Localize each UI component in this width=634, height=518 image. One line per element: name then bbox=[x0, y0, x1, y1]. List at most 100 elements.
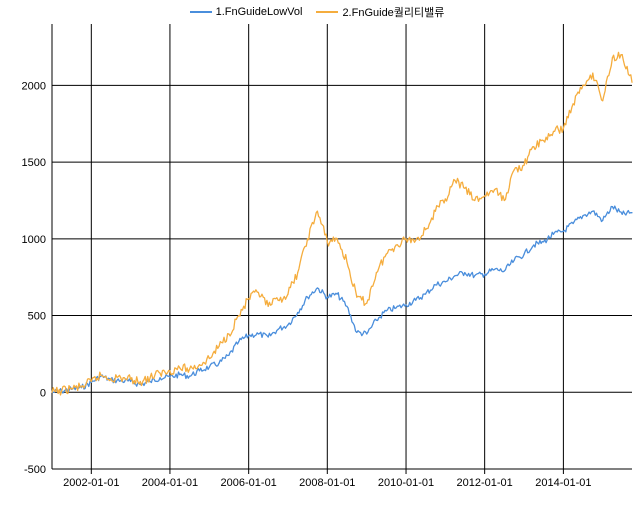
data-point bbox=[592, 72, 594, 74]
data-point bbox=[277, 299, 279, 301]
data-point bbox=[552, 130, 555, 133]
data-point bbox=[70, 387, 73, 390]
legend-swatch-series-1 bbox=[189, 11, 212, 13]
data-point bbox=[188, 375, 191, 377]
x-tick-label: 2004-01-01 bbox=[142, 477, 198, 489]
legend-label-series-1: 1.FnGuideLowVol bbox=[215, 6, 303, 18]
y-tick-label: -500 bbox=[24, 464, 46, 476]
y-tick-label: 500 bbox=[28, 311, 46, 323]
data-point bbox=[366, 333, 368, 335]
data-point bbox=[415, 299, 417, 301]
data-point bbox=[267, 336, 269, 338]
data-point bbox=[454, 179, 456, 182]
data-point bbox=[228, 354, 230, 357]
data-point bbox=[513, 169, 515, 171]
legend-swatch-series-2 bbox=[316, 11, 339, 13]
data-point bbox=[149, 377, 151, 379]
data-point bbox=[454, 275, 456, 277]
data-point bbox=[562, 127, 564, 129]
data-point bbox=[611, 57, 613, 59]
legend-label-series-2: 2.FnGuide퀄리티밸류 bbox=[342, 7, 445, 19]
data-point bbox=[297, 271, 299, 274]
data-point bbox=[395, 307, 397, 309]
data-point bbox=[130, 380, 132, 383]
data-point bbox=[474, 199, 476, 202]
data-point bbox=[375, 271, 378, 274]
data-point bbox=[208, 357, 210, 360]
data-point bbox=[110, 377, 112, 380]
data-point bbox=[533, 244, 535, 246]
data-point bbox=[503, 270, 505, 272]
data-point bbox=[484, 195, 486, 197]
data-point bbox=[208, 366, 210, 368]
data-point bbox=[130, 378, 132, 380]
data-point bbox=[474, 275, 476, 277]
data-point bbox=[218, 362, 220, 364]
data-point bbox=[277, 328, 279, 330]
data-point bbox=[267, 305, 269, 307]
data-point bbox=[228, 333, 230, 335]
data-point bbox=[326, 241, 328, 243]
data-point bbox=[287, 293, 289, 295]
data-point bbox=[602, 219, 604, 222]
data-point bbox=[326, 296, 328, 298]
data-point bbox=[631, 212, 633, 214]
data-point bbox=[61, 390, 63, 392]
data-point bbox=[120, 377, 122, 379]
data-point bbox=[336, 293, 338, 295]
x-tick-label: 2014-01-01 bbox=[535, 477, 591, 489]
data-point bbox=[336, 238, 338, 240]
data-point bbox=[169, 376, 171, 378]
data-point bbox=[484, 273, 486, 275]
data-point bbox=[297, 311, 299, 314]
data-point bbox=[306, 296, 309, 298]
data-point bbox=[542, 241, 545, 243]
data-point bbox=[424, 229, 427, 231]
data-point bbox=[434, 210, 437, 212]
data-point bbox=[346, 305, 348, 307]
data-point bbox=[198, 364, 201, 366]
data-point bbox=[503, 199, 505, 202]
data-point bbox=[405, 304, 407, 306]
data-point bbox=[415, 239, 417, 241]
data-point bbox=[159, 377, 161, 379]
data-point bbox=[179, 374, 181, 376]
data-point bbox=[346, 261, 348, 263]
data-point bbox=[179, 367, 181, 369]
data-point bbox=[257, 291, 259, 294]
data-point bbox=[424, 293, 427, 295]
legend-item-series-1: 1.FnGuideLowVol bbox=[189, 4, 303, 20]
data-point bbox=[356, 296, 358, 298]
series-line-1 bbox=[51, 205, 633, 394]
legend: 1.FnGuideLowVol 2.FnGuide퀄리티밸류 bbox=[0, 4, 634, 20]
data-point bbox=[572, 103, 574, 105]
data-point bbox=[149, 380, 151, 383]
data-point bbox=[552, 233, 555, 235]
data-point bbox=[621, 213, 623, 215]
data-point bbox=[80, 386, 83, 388]
data-point bbox=[385, 310, 387, 312]
data-point bbox=[464, 187, 466, 189]
data-point bbox=[572, 222, 574, 225]
data-point bbox=[248, 298, 250, 300]
series-line-2 bbox=[51, 51, 633, 396]
data-point bbox=[493, 189, 496, 191]
data-point bbox=[287, 324, 289, 326]
data-point bbox=[257, 333, 259, 335]
data-point bbox=[139, 380, 141, 383]
data-point bbox=[100, 374, 102, 376]
data-point bbox=[582, 215, 584, 217]
data-point bbox=[198, 370, 201, 372]
data-point bbox=[562, 230, 564, 232]
data-point bbox=[366, 302, 368, 304]
data-point bbox=[51, 391, 53, 393]
data-point bbox=[316, 287, 318, 289]
data-point bbox=[434, 284, 437, 286]
y-tick-label: 0 bbox=[40, 387, 46, 399]
data-point bbox=[582, 84, 584, 86]
y-tick-label: 2000 bbox=[22, 80, 46, 92]
legend-item-series-2: 2.FnGuide퀄리티밸류 bbox=[316, 4, 444, 20]
data-point bbox=[188, 368, 191, 370]
